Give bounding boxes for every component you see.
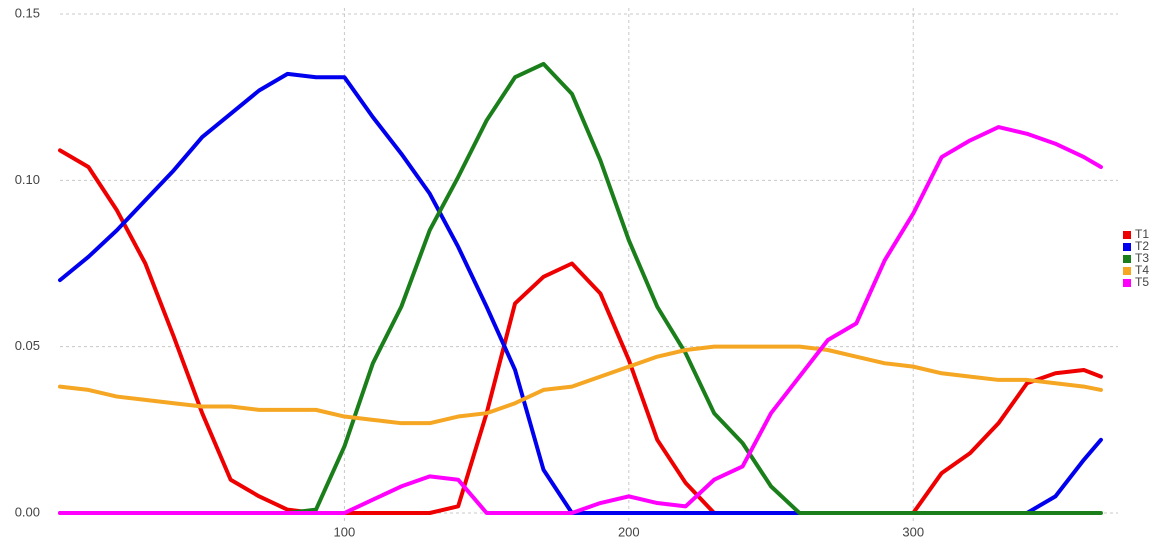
y-tick-label: 0.00 (15, 504, 40, 519)
series-line (58, 344, 1103, 426)
legend-label: T1 (1135, 227, 1149, 241)
y-tick-label: 0.15 (15, 5, 40, 20)
legend-label: T2 (1135, 239, 1149, 253)
legend-label: T5 (1135, 275, 1149, 289)
x-tick-label: 100 (334, 524, 356, 539)
legend-swatch (1123, 267, 1131, 275)
legend-label: T3 (1135, 251, 1149, 265)
series-line (58, 148, 1103, 515)
x-tick-label: 200 (618, 524, 640, 539)
y-tick-label: 0.05 (15, 338, 40, 353)
legend-label: T4 (1135, 263, 1149, 277)
legend-swatch (1123, 255, 1131, 263)
legend-swatch (1123, 279, 1131, 287)
series-line (58, 125, 1103, 515)
x-tick-label: 300 (902, 524, 924, 539)
legend-swatch (1123, 231, 1131, 239)
y-tick-label: 0.10 (15, 172, 40, 187)
legend-swatch (1123, 243, 1131, 251)
